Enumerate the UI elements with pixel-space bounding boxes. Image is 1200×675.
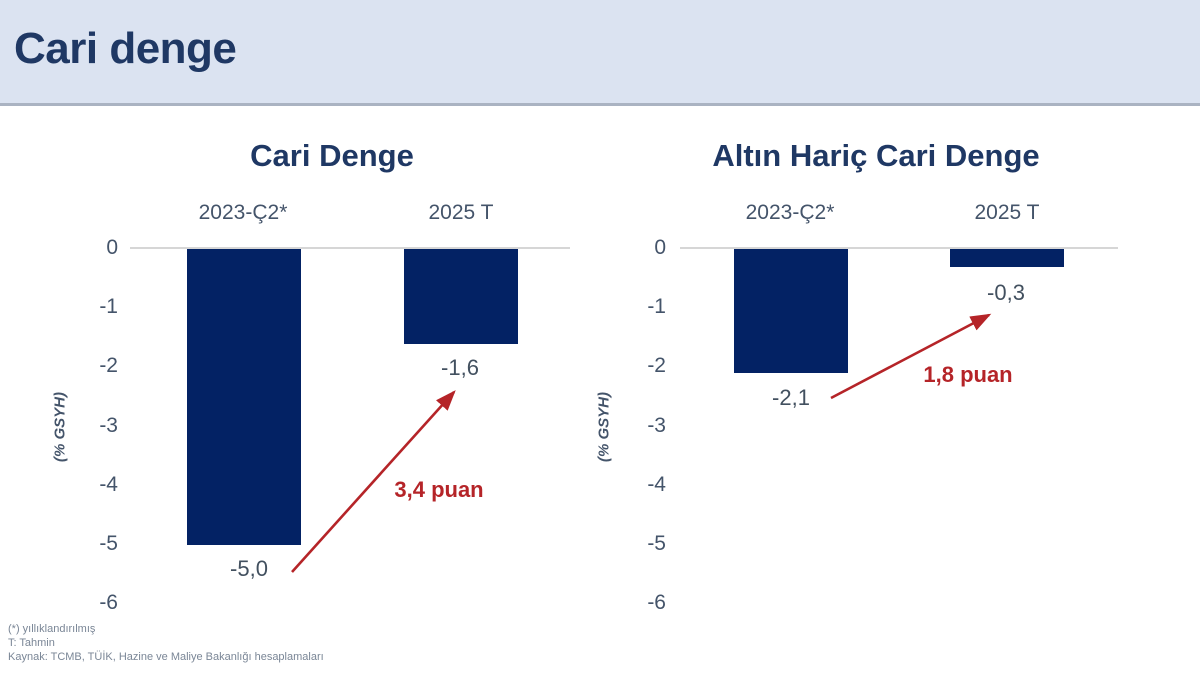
chart-title: Altın Hariç Cari Denge (712, 138, 1040, 173)
y-axis-tick: -2 (99, 354, 118, 377)
y-axis-tick: -6 (99, 591, 118, 614)
bar-value-label: -1,6 (441, 355, 479, 380)
footnote-forecast: T: Tahmin (8, 637, 55, 649)
bar-value-label: -0,3 (987, 280, 1025, 305)
change-annotation: 1,8 puan (923, 362, 1013, 387)
category-label-2025: 2025 T (974, 201, 1040, 224)
zero-axis-line (680, 247, 1118, 249)
footnote-source: Kaynak: TCMB, TÜİK, Hazine ve Maliye Bak… (8, 651, 324, 663)
bar-2025-t (950, 249, 1064, 267)
bar-2023-c2 (734, 249, 848, 373)
bar-value-label: -5,0 (230, 556, 268, 581)
bar-value-label: -2,1 (772, 385, 810, 410)
y-axis-tick: -4 (99, 473, 118, 496)
category-label-2025: 2025 T (428, 201, 494, 224)
y-axis-tick: -1 (99, 295, 118, 318)
y-axis-tick: -6 (647, 591, 666, 614)
y-axis-label: (% GSYH) (51, 391, 69, 463)
chart-title: Cari Denge (250, 138, 414, 173)
bar-2023-c2 (187, 249, 301, 545)
y-axis-tick: -2 (647, 354, 666, 377)
y-axis-tick: -5 (647, 532, 666, 555)
y-axis-tick: 0 (106, 236, 118, 259)
y-axis-tick: -3 (647, 414, 666, 437)
footnotes: (*) yıllıklandırılmış T: Tahmin Kaynak: … (8, 622, 324, 664)
footnote-annualized: (*) yıllıklandırılmış (8, 623, 96, 635)
bar-2025-t (404, 249, 518, 344)
y-axis-tick: -5 (99, 532, 118, 555)
y-axis-tick: -4 (647, 473, 666, 496)
change-annotation: 3,4 puan (394, 477, 484, 502)
category-label-2023: 2023-Ç2* (745, 201, 835, 224)
zero-axis-line (130, 247, 570, 249)
y-axis-label: (% GSYH) (595, 391, 613, 463)
y-axis-tick: -3 (99, 414, 118, 437)
slide-header: Cari denge (0, 0, 1200, 106)
category-label-2023: 2023-Ç2* (198, 201, 288, 224)
y-axis-tick: -1 (647, 295, 666, 318)
y-axis-tick: 0 (654, 236, 666, 259)
page-title: Cari denge (14, 24, 237, 73)
